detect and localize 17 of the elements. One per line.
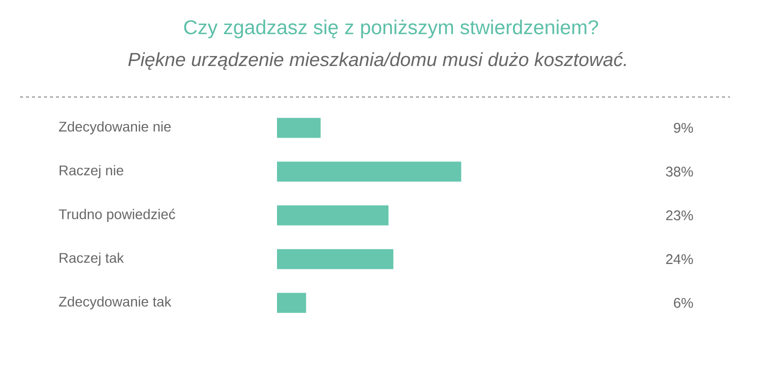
bar (277, 249, 394, 270)
data-label: 38% (666, 166, 693, 177)
bar (277, 292, 306, 313)
bar (277, 162, 462, 182)
bar (277, 118, 321, 138)
y-tick-label: Trudno powiedzieć (58, 208, 176, 222)
data-label: 24% (666, 254, 693, 264)
y-tick-label: Raczej tak (60, 252, 124, 266)
y-tick-label: Zdecydowanie nie (58, 121, 171, 134)
chart-subtitle: Piękne urządzenie mieszkania/domu musi dużo kosztować. (128, 52, 626, 70)
chart-title: Czy zgadzasz się z poniższym stwierdzeniem? (184, 20, 598, 38)
bar (277, 205, 388, 226)
y-tick-label: Zdecydowanie tak (58, 296, 172, 310)
y-tick-label: Raczej nie (60, 165, 124, 178)
data-label: 9% (674, 122, 693, 133)
data-label: 6% (674, 298, 693, 308)
data-label: 23% (666, 210, 693, 220)
